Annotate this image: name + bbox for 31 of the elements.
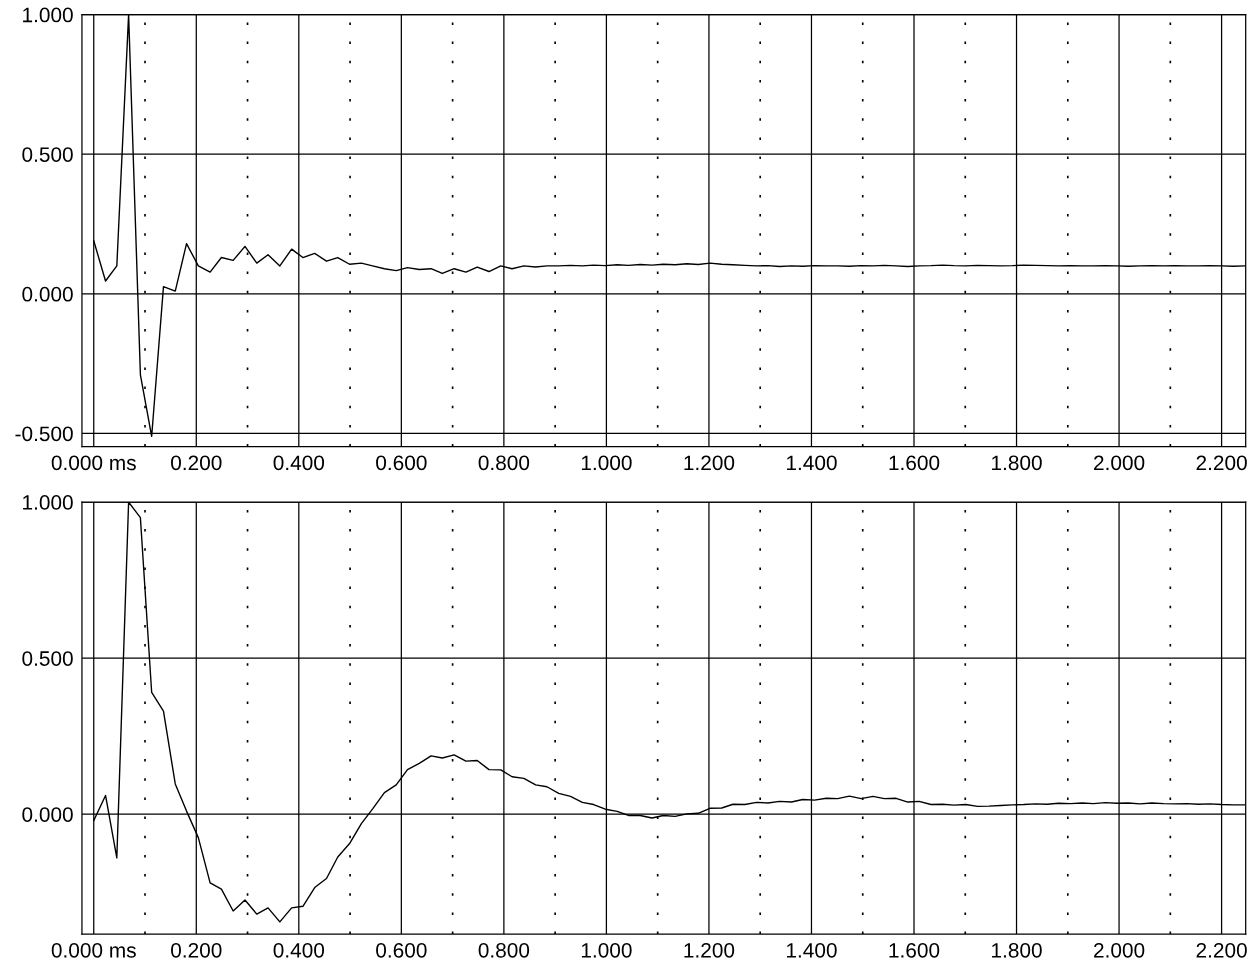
x-tick-label: 1.200 — [684, 942, 735, 958]
y-tick-label: 1.000 — [23, 7, 73, 23]
x-tick-label: 0.400 — [273, 942, 325, 958]
x-tick-label: 1.000 — [581, 455, 632, 471]
y-tick-label: 0.000 — [22, 807, 73, 822]
x-tick-label: 1.600 — [889, 942, 940, 958]
y-tick-label: 0.000 — [22, 286, 73, 302]
x-tick-label: 0.200 — [171, 455, 222, 471]
x-tick-label: 2.000 — [1094, 455, 1145, 471]
y-tick-label: 0.500 — [22, 651, 73, 666]
x-tick-label: 0.600 — [376, 942, 427, 958]
x-tick-label: 0.400 — [273, 455, 325, 471]
x-tick-label: 2.200 — [1196, 455, 1247, 471]
y-tick-label: 0.500 — [22, 147, 73, 162]
x-tick-label: 1.400 — [786, 942, 837, 958]
x-tick-label: 0.000 ms — [51, 942, 136, 958]
x-tick-label: 1.000 — [581, 942, 632, 958]
x-tick-label: 1.800 — [992, 942, 1042, 958]
x-tick-label: 0.000 ms — [51, 455, 136, 471]
x-tick-label: 0.800 — [478, 455, 530, 471]
y-tick-label: 1.000 — [23, 495, 73, 510]
x-tick-label: 2.200 — [1196, 942, 1247, 958]
x-tick-label: 2.000 — [1094, 942, 1145, 958]
x-tick-label: 1.800 — [992, 455, 1042, 471]
x-tick-label: 1.200 — [684, 455, 735, 471]
x-tick-label: 0.800 — [478, 942, 530, 958]
x-tick-label: 0.600 — [376, 455, 427, 471]
x-tick-label: 0.200 — [171, 942, 222, 958]
y-tick-label: -0.500 — [15, 426, 73, 442]
x-tick-label: 1.600 — [889, 455, 940, 471]
x-tick-label: 1.400 — [786, 455, 837, 471]
